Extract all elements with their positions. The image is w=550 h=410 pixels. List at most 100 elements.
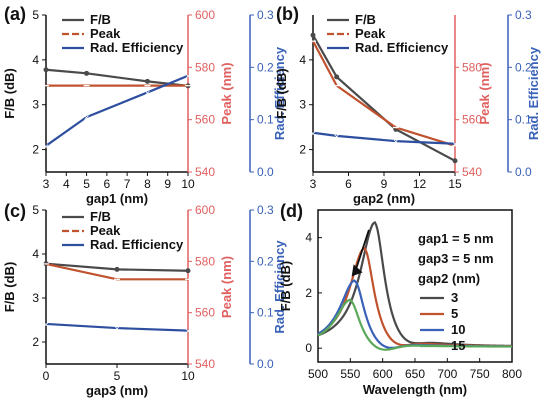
- eff-tick-label: 0.1: [515, 113, 532, 127]
- legend-label: F/B: [90, 209, 111, 224]
- legend-label: Peak: [90, 26, 121, 41]
- eff-tick-label: 0.3: [257, 8, 274, 22]
- x-tick-label: 7: [124, 177, 131, 191]
- left-tick-label: 3: [32, 98, 39, 112]
- x-tick-label: 10: [181, 369, 195, 383]
- x-tick-label: 700: [437, 367, 457, 381]
- panel-label: (a): [4, 4, 26, 24]
- peak-axis-label: Peak (nm): [219, 62, 234, 124]
- peak-axis-label: Peak (nm): [219, 256, 234, 318]
- eff-tick-label: 0.0: [257, 357, 274, 371]
- peak-tick-label: 580: [195, 254, 215, 268]
- x-axis-label: gap2 (nm): [353, 191, 415, 206]
- legend-label: F/B: [90, 12, 111, 27]
- peak-tick-label: 580: [462, 60, 482, 74]
- y-tick-label: 0: [305, 341, 312, 355]
- data-point: [334, 74, 340, 80]
- left-tick-label: 2: [32, 335, 39, 349]
- trend-arrow: [354, 229, 370, 271]
- legend-label: F/B: [355, 12, 376, 27]
- x-tick-label: 5: [83, 177, 90, 191]
- x-tick-label: 550: [340, 367, 360, 381]
- eff-tick-label: 0.1: [257, 113, 274, 127]
- data-point: ×: [185, 327, 191, 338]
- peak-axis-label: Peak (nm): [477, 62, 492, 124]
- peak-tick-label: 540: [462, 165, 482, 179]
- x-tick-label: 600: [373, 367, 393, 381]
- x-tick-label: 750: [470, 367, 490, 381]
- x-axis-label: Wavelength (nm): [363, 382, 467, 397]
- legend-label: 10: [451, 322, 465, 337]
- series-line-Rad. Efficiency: [45, 74, 189, 147]
- legend-label: Rad. Efficiency: [90, 237, 184, 252]
- x-tick-label: 650: [405, 367, 425, 381]
- legend-label: Peak: [355, 26, 386, 41]
- peak-tick-label: 600: [195, 8, 215, 22]
- eff-axis-label: Rad. Efficiency: [526, 46, 541, 140]
- eff-tick-label: 0.0: [515, 165, 532, 179]
- peak-tick-label: 560: [195, 113, 215, 127]
- x-tick-label: 9: [381, 177, 388, 191]
- x-tick-label: 800: [502, 367, 522, 381]
- x-tick-label: 8: [144, 177, 151, 191]
- series-line-Rad. Efficiency: [45, 322, 189, 332]
- panel-label: (c): [4, 201, 26, 221]
- series-line-Peak: [312, 40, 456, 147]
- eff-tick-label: 0.2: [257, 60, 274, 74]
- y-axis-label: F/B (dB): [278, 261, 293, 312]
- annotation: gap1 = 5 nm: [418, 231, 494, 246]
- series-curve-15: [317, 298, 513, 351]
- x-tick-label: 6: [345, 177, 352, 191]
- eff-tick-label: 0.3: [515, 8, 532, 22]
- legend-label: Rad. Efficiency: [90, 40, 184, 55]
- eff-axis-label: Rad. Efficiency: [272, 240, 287, 334]
- left-tick-label: 4: [32, 247, 39, 261]
- peak-tick-label: 540: [195, 357, 215, 371]
- data-point: ×: [145, 88, 151, 99]
- left-tick-label: 5: [32, 203, 39, 217]
- peak-tick-label: 580: [195, 60, 215, 74]
- left-tick-label: 4: [32, 53, 39, 67]
- series-line-Rad. Efficiency: [312, 131, 456, 145]
- eff-tick-label: 0.1: [257, 306, 274, 320]
- data-point: ×: [452, 140, 458, 151]
- x-tick-label: 12: [413, 177, 427, 191]
- data-point: ×: [393, 137, 399, 148]
- series-curve-10: [317, 279, 513, 349]
- left-tick-label: 5: [32, 8, 39, 22]
- eff-tick-label: 0.2: [515, 60, 532, 74]
- y-tick-label: 4: [305, 231, 312, 245]
- data-point: ×: [84, 113, 90, 124]
- peak-tick-label: 560: [462, 113, 482, 127]
- x-axis-label: gap1 (nm): [86, 191, 148, 206]
- x-tick-label: 3: [310, 177, 317, 191]
- panel-c: (c) 0 5 10 gap3 (nm) 2 3 4 5 F/B (dB) 540 560 580 600…: [2, 201, 287, 398]
- x-tick-label: 10: [181, 177, 195, 191]
- data-point: [452, 158, 458, 164]
- eff-axis-label: Rad. Efficiency: [272, 46, 287, 140]
- eff-tick-label: 0.2: [257, 254, 274, 268]
- trend-arrow-head: [351, 264, 363, 277]
- eff-tick-label: 0.0: [257, 165, 274, 179]
- peak-tick-label: 600: [195, 203, 215, 217]
- x-tick-label: 9: [164, 177, 171, 191]
- data-point: [43, 67, 49, 73]
- panel-label: (d): [280, 201, 303, 221]
- data-point: ×: [334, 132, 340, 143]
- legend-label: 5: [451, 306, 458, 321]
- series-line-F/B: [312, 34, 456, 162]
- left-tick-label: 3: [299, 98, 306, 112]
- data-point: [84, 70, 90, 76]
- peak-tick-label: 540: [195, 165, 215, 179]
- left-tick-label: 2: [299, 143, 306, 157]
- left-axis-label: F/B (dB): [274, 68, 289, 119]
- data-point: ×: [185, 72, 191, 83]
- left-tick-label: 2: [32, 143, 39, 157]
- left-tick-label: 4: [299, 53, 306, 67]
- x-tick-label: 500: [308, 367, 328, 381]
- x-tick-label: 4: [63, 177, 70, 191]
- left-tick-label: 3: [32, 291, 39, 305]
